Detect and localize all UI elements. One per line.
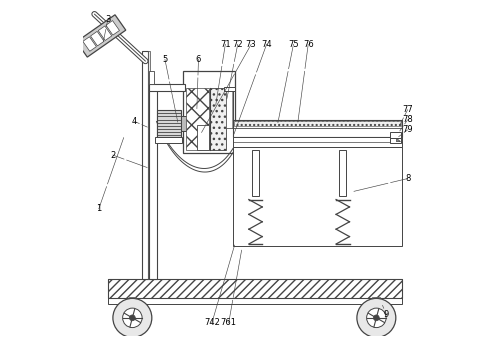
Bar [108,279,401,298]
Text: 2: 2 [110,151,116,160]
Bar [390,131,400,138]
Bar [225,88,233,128]
Bar [156,111,181,136]
Bar [155,136,182,143]
Text: 9: 9 [384,310,389,319]
Text: 79: 79 [402,125,413,134]
Text: 78: 78 [402,115,413,124]
Bar [233,120,401,136]
Bar [233,136,401,147]
Polygon shape [106,21,119,35]
Text: 3: 3 [105,14,111,24]
Text: 742: 742 [204,318,220,327]
Circle shape [113,298,152,337]
Bar [234,121,401,126]
Text: 71: 71 [220,40,230,49]
Bar [108,279,401,298]
Bar [197,125,208,150]
Polygon shape [98,26,112,40]
Polygon shape [91,31,104,46]
Circle shape [357,298,396,337]
Bar [224,87,235,91]
Text: 1: 1 [96,204,101,213]
Bar [186,88,209,150]
Circle shape [367,308,386,328]
Text: 72: 72 [232,40,243,49]
Text: 77: 77 [402,105,413,114]
Text: 73: 73 [246,40,257,49]
Circle shape [123,308,142,328]
Bar [108,298,401,304]
Bar [372,297,380,299]
Bar [149,90,156,279]
Text: 761: 761 [220,318,236,327]
Bar [129,297,136,299]
Polygon shape [396,138,400,142]
Bar [209,88,225,150]
Text: 75: 75 [288,40,299,49]
Bar [149,70,154,84]
Bar [340,150,346,196]
Polygon shape [77,15,126,57]
Circle shape [129,315,135,321]
Bar [181,117,187,130]
Text: 8: 8 [405,174,410,183]
Text: 74: 74 [262,40,272,49]
Bar [390,138,400,143]
Text: 6: 6 [196,55,201,64]
Bar [183,71,235,153]
Bar [226,88,232,128]
Polygon shape [83,37,96,51]
Bar [252,150,259,196]
Text: 4: 4 [132,117,137,126]
Bar [142,51,148,279]
Bar [149,84,185,91]
Bar [148,51,150,279]
Text: 5: 5 [162,55,167,64]
Circle shape [373,315,379,321]
Bar [233,147,401,246]
Text: 76: 76 [303,40,314,49]
